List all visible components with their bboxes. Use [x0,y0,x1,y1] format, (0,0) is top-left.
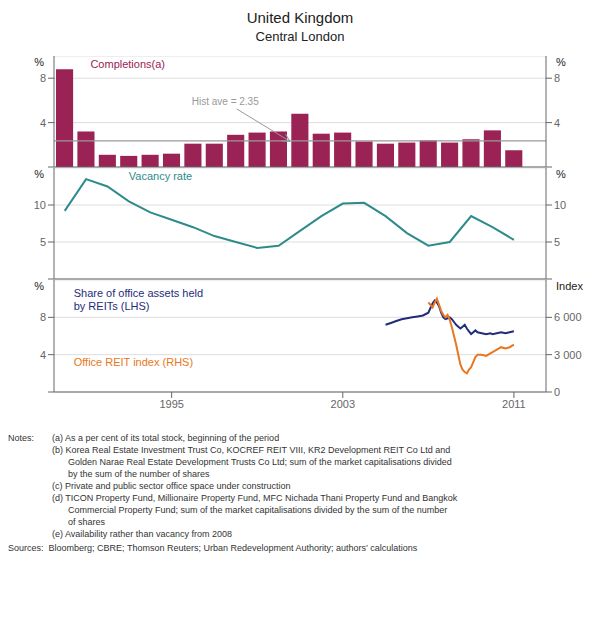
html-text:(d) TICON Property Fund, Milli: (d) TICON Property Fund, Millionaire Pro… [52,493,458,503]
html-text:Index: Index [556,280,583,292]
svg-text:8: 8 [40,311,46,323]
svg-text:2011: 2011 [502,398,526,410]
html-text:Share of office assets held by: Share of office assets held by REITs (LH… [73,286,204,312]
html-text:United Kingdom: United Kingdom [246,9,354,26]
html-text:Central London: Central London [255,29,345,44]
svg-text:8: 8 [554,72,560,84]
html-text:(c) Private and public sector: (c) Private and public sector office spa… [52,481,291,491]
html-text:Office REIT index (RHS): Office REIT index (RHS) [73,356,194,369]
svg-text:0: 0 [554,386,560,398]
html-text:(b) Korea Real Estate Investme: (b) Korea Real Estate Investment Trust C… [52,445,451,455]
html-text:Sources: Bloomberg; CBRE; Thom: Sources: Bloomberg; CBRE; Thomson Reuter… [8,543,418,553]
html-text:of shares: of shares [68,517,105,527]
html-text:(e) Availability rather than v: (e) Availability rather than vacancy fro… [52,529,232,539]
html-text:Vacancy rate: Vacancy rate [128,170,193,183]
svg-text:6 000: 6 000 [554,311,582,323]
html-text:Hist ave = 2.35: Hist ave = 2.35 [191,96,259,107]
svg-text:4: 4 [40,349,46,361]
svg-text:5: 5 [40,236,46,248]
html-text:Golden Narae Real Estate Devel: Golden Narae Real Estate Development Tru… [68,457,452,467]
html-text:by the sum of the number of sh: by the sum of the number of shares [68,469,210,479]
html-text:Notes:: Notes: [8,433,34,443]
svg-text:10: 10 [554,199,566,211]
html-text:(a) As a per cent of its total: (a) As a per cent of its total stock, be… [52,433,280,443]
svg-text:5: 5 [554,236,560,248]
svg-text:2003: 2003 [331,398,355,410]
svg-text:3 000: 3 000 [554,349,582,361]
svg-text:8: 8 [40,72,46,84]
svg-text:4: 4 [40,117,46,129]
svg-text:1995: 1995 [159,398,183,410]
html-text:Commercial Property Fund; sum: Commercial Property Fund; sum of the mar… [68,505,448,515]
html-text:Completions(a): Completions(a) [90,58,165,71]
svg-text:10: 10 [34,199,46,211]
svg-text:4: 4 [554,117,560,129]
